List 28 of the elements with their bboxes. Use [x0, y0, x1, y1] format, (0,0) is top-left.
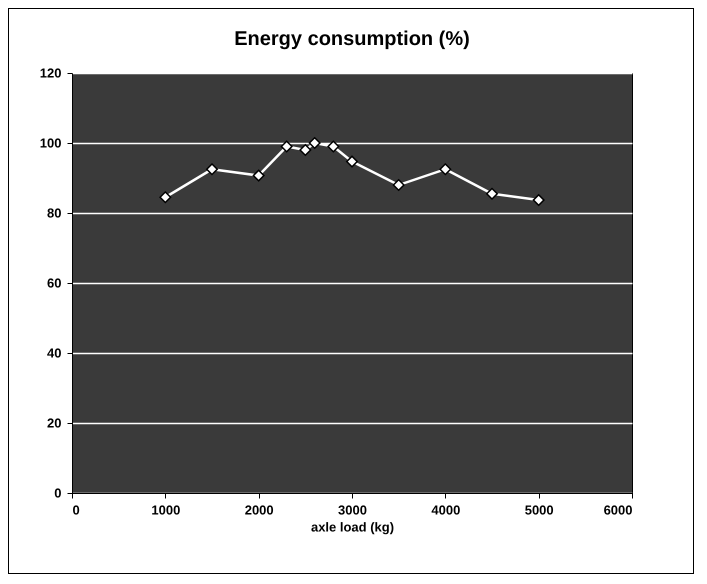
x-tick-label: 4000 [431, 502, 460, 518]
point [486, 188, 498, 200]
x-tick-label: 6000 [604, 502, 632, 518]
y-tick-label: 80 [47, 206, 62, 220]
point [308, 137, 321, 149]
x-tick-label: 2000 [244, 502, 274, 518]
point [327, 140, 340, 152]
point [532, 194, 545, 206]
x-axis-title: axle load (kg) [310, 520, 394, 534]
y-tick-label: 60 [47, 276, 62, 290]
point [346, 156, 358, 168]
chart-title: Energy consumption (%) [234, 28, 470, 50]
point [252, 170, 265, 182]
point [206, 163, 218, 176]
y-tick-label: 100 [40, 136, 62, 150]
point [392, 179, 405, 191]
y-tick-label: 0 [54, 486, 62, 500]
x-tick-label: 5000 [524, 502, 554, 518]
y-tick-label: 40 [47, 346, 62, 360]
point [299, 144, 312, 156]
x-tick-label: 3000 [338, 502, 367, 518]
point [159, 191, 172, 204]
point [280, 140, 293, 152]
x-tick-label: 0 [72, 502, 80, 518]
point [439, 163, 452, 176]
y-tick-label: 20 [47, 416, 62, 430]
y-tick-label: 120 [40, 66, 62, 80]
x-tick-label: 1000 [151, 502, 180, 518]
